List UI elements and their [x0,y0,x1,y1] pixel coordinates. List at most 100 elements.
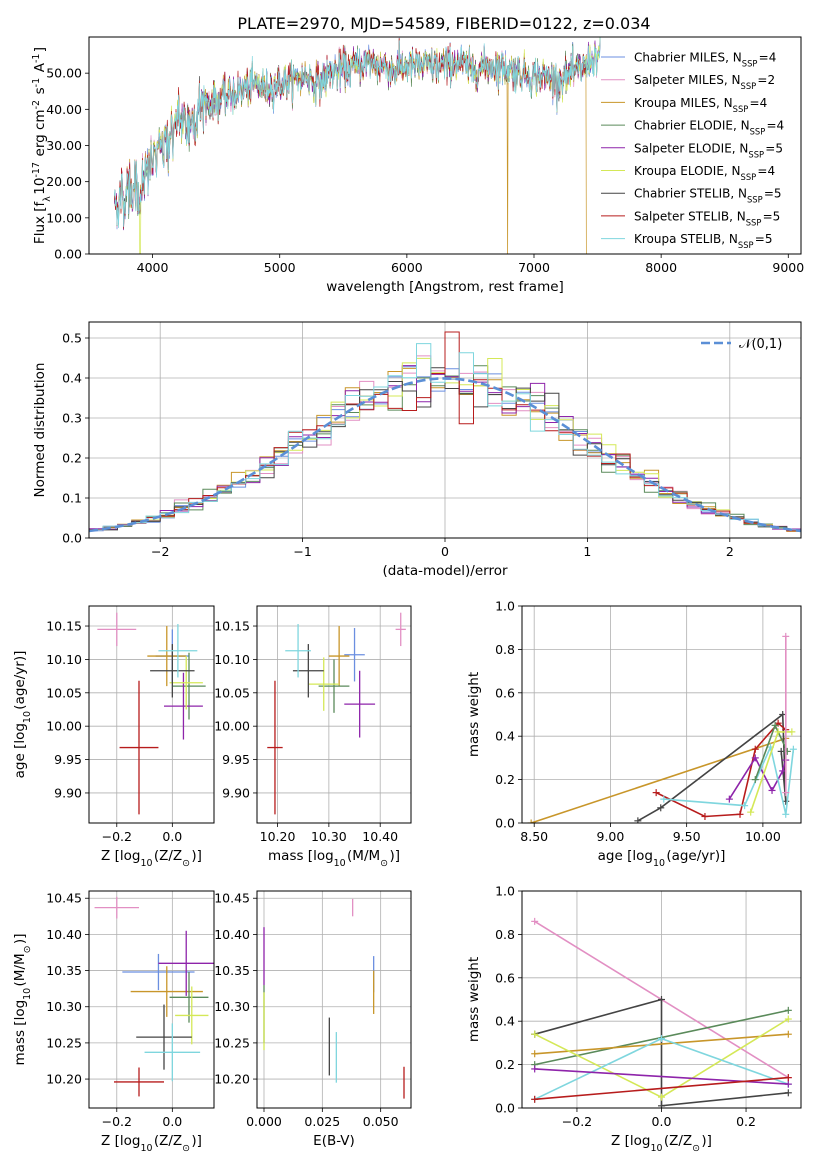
y-tick-label: 9.95 [222,752,250,767]
mass_weight_vs_age-plot-area [527,632,797,823]
figure-title: PLATE=2970, MJD=54589, FIBERID=0122, z=0… [237,14,650,33]
error-bar-chabrier_miles [122,953,195,991]
axes-frame [88,36,802,255]
histogram-kroupa_stelib [89,343,801,533]
x-tick-label: 10.40 [362,829,398,844]
axes-frame [256,605,412,824]
weight-point-salpeter_stelib [531,1095,539,1103]
spectrum-plot-area [114,37,601,254]
y-tick-label: 10.10 [46,652,82,667]
error-bar-kroupa_stelib [158,624,198,678]
weight-point-chabrier_elodie [784,1006,792,1014]
error-bar-kroupa_miles [130,966,203,1017]
y-tick-label: 10.30 [214,999,250,1014]
legend-label: Salpeter MILES, NSSP =2 [634,73,775,91]
x-tick-label: −1 [293,544,311,559]
legend-label: Salpeter STELIB, NSSP =5 [634,209,780,227]
x-tick-label: 0.025 [304,1114,340,1129]
x-tick-label: 7000 [518,260,550,275]
weight-point-kroupa_elodie [531,1030,539,1038]
y-tick-label: 0.1 [62,491,82,506]
x-tick-label: 8.50 [520,829,548,844]
mass_vs_Z-axes: −0.2 0.0 10.20 10.25 10.30 10.35 10.40 10.45 Z [… [12,891,214,1154]
y-tick-label: 50.00 [46,66,82,81]
weight-point-chabrier_stelib [658,1102,665,1108]
error-bar-salpeter_elodie [344,670,376,738]
residual-legend: 𝒩(0,1) [701,337,782,352]
error-bar-salpeter_miles [97,612,137,647]
weight-point-salpeter_elodie [784,1080,792,1088]
y-tick-label: 20.00 [46,174,82,189]
x-tick-label: 9.50 [673,829,701,844]
y-tick-label: 10.05 [46,685,82,700]
y-tick-label: 10.35 [46,963,82,978]
x-axis-label: (data-model)/error [382,563,508,579]
error-bar-salpeter_elodie [164,672,203,740]
y-axis-label: mass [log10 (M/M⊙ )] [12,934,33,1066]
x-tick-label: 8000 [645,260,677,275]
age_vs_Z-plot-area [97,612,206,815]
axes-frame [521,890,802,1109]
y-tick-label: 0.2 [495,772,515,787]
axes-frame [521,605,802,824]
x-tick-label: 9000 [772,260,804,275]
weight-point-kroupa_stelib [741,802,749,810]
axes-frame [256,890,412,1109]
weight-line-kroupa_miles [534,1033,789,1055]
x-tick-label: −2 [151,544,169,559]
y-tick-label: 0.3 [62,411,82,426]
weight-point-kroupa_stelib [789,745,797,753]
y-tick-label: 10.15 [46,619,82,634]
legend-label: Kroupa ELODIE, NSSP =4 [634,164,775,182]
error-bar-kroupa_miles [147,626,187,687]
y-tick-label: 10.00 [46,719,82,734]
error-bar-kroupa_miles [328,626,350,687]
y-tick-label: 10.25 [46,1035,82,1050]
weight-point-salpeter_stelib [784,1074,792,1082]
x-axis-label: E(B-V) [313,1133,355,1149]
mass_vs_ebv-plot-area [263,898,405,1099]
legend-label: Salpeter ELODIE, NSSP =5 [634,141,783,159]
weight-point-chabrier_stelib [777,747,785,755]
x-tick-label: 5000 [264,260,296,275]
age_vs_mass-axes: 10.20 10.30 10.40 9.90 9.95 10.00 10.05 10.10 10… [214,606,411,869]
x-tick-label: 10.30 [311,829,347,844]
weight-point-chabrier_stelib [658,996,665,1003]
x-axis-label: Z [log10 (Z/Z⊙ )] [101,848,202,869]
error-bar-kroupa_stelib [144,1023,201,1082]
y-tick-label: 1.0 [495,599,515,614]
mass_vs_ebv-axes: 0.000 0.025 0.050 10.20 10.25 10.30 10.35 10.40… [214,891,411,1149]
x-tick-label: 0.0 [162,1114,182,1129]
x-tick-label: 0.0 [652,1114,672,1129]
weight-point-chabrier_elodie [771,721,779,729]
error-bar-chabrier_elodie [172,652,206,720]
error-bar-chabrier_miles [344,628,365,682]
weight-point-salpeter_elodie [531,1065,539,1073]
error-bar-kroupa_elodie [169,656,203,710]
y-tick-label: 0.4 [495,1014,515,1029]
y-tick-label: 0.4 [62,371,82,386]
weight-point-kroupa_stelib [782,810,790,818]
weight-point-kroupa_miles [531,1050,539,1058]
y-tick-label: 30.00 [46,138,82,153]
weight-point-kroupa_miles [784,1030,792,1038]
spectrum-line-kroupa_stelib [114,37,601,229]
y-tick-label: 10.30 [46,999,82,1014]
x-tick-label: 10.00 [745,829,781,844]
weight-point-salpeter_miles [782,789,790,797]
weight-line-chabrier_stelib [534,998,789,1107]
x-tick-label: 0.000 [246,1114,282,1129]
y-tick-label: 10.15 [214,619,250,634]
x-tick-label: 6000 [391,260,423,275]
error-bar-salpeter_miles [94,896,139,919]
y-tick-label: 0.0 [495,816,515,831]
weight-point-salpeter_stelib [736,810,744,818]
legend-label: Chabrier STELIB, NSSP =5 [634,187,782,205]
y-tick-label: 0.8 [495,927,515,942]
y-tick-label: 0.2 [495,1057,515,1072]
weight-point-salpeter_elodie [768,786,776,794]
x-tick-label: −0.2 [102,829,132,844]
error-bar-salpeter_stelib [114,1067,164,1097]
error-bar-salpeter_miles [395,612,406,647]
